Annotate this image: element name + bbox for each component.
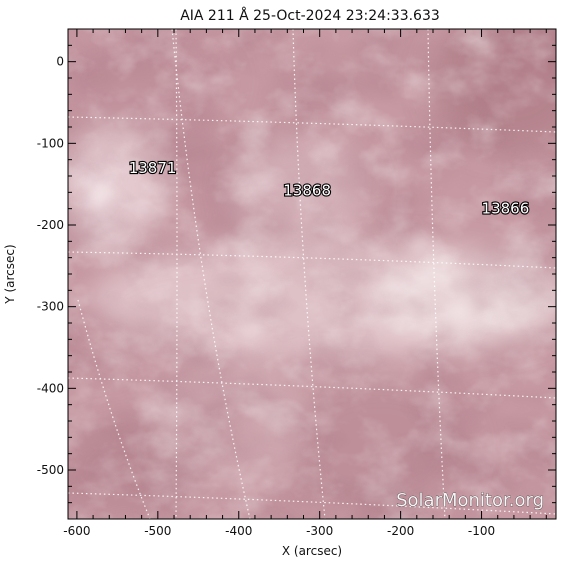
x-tick-label: -600 [63,524,90,538]
y-tick-label: -400 [37,381,64,395]
x-tick-label: -500 [144,524,171,538]
x-axis-label: X (arcsec) [282,544,342,558]
active-region-labels: 13871 13868 13866 [128,158,531,219]
y-tick-label: -200 [37,218,64,232]
active-region-label: 13866 [482,200,530,218]
y-tick-label: -500 [37,463,64,477]
active-region-label: 13868 [283,182,331,200]
heliographic-grid [68,29,556,519]
solar-corona-image [68,29,556,519]
y-axis-label: Y (arcsec) [3,244,17,304]
active-region-label: 13871 [129,159,177,177]
y-tick-label: 0 [56,55,64,69]
y-tick-label: -100 [37,136,64,150]
figure-title: AIA 211 Å 25-Oct-2024 23:24:33.633 [180,7,440,24]
y-tick-label: -300 [37,300,64,314]
x-tick-label: -400 [225,524,252,538]
x-axis: -600 -500 -400 -300 -200 -100 [63,29,547,538]
solarmonitor-watermark: SolarMonitor.org [396,490,544,511]
y-axis: 0 -100 -200 -300 -400 -500 [37,44,556,504]
x-tick-label: -100 [468,524,495,538]
x-tick-label: -300 [306,524,333,538]
x-tick-label: -200 [387,524,414,538]
